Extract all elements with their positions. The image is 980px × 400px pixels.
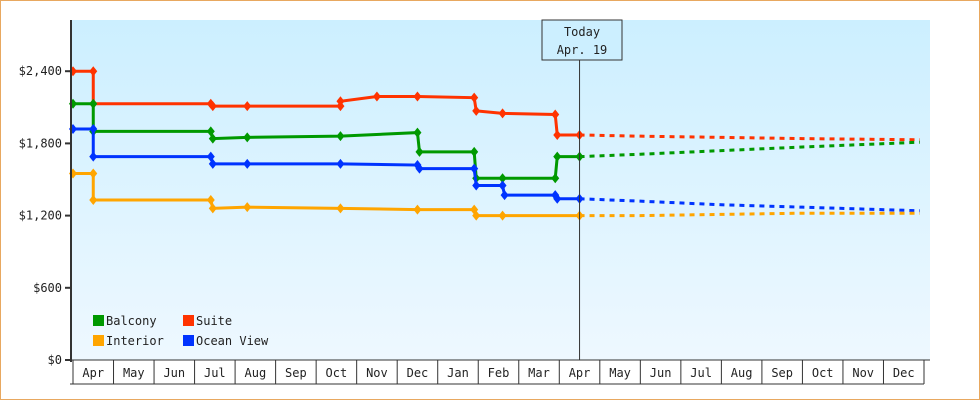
month-label: May	[609, 366, 631, 380]
legend-label: Suite	[196, 314, 232, 328]
y-tick-label: $0	[48, 353, 62, 367]
forecast-line	[579, 211, 920, 218]
data-point-marker	[498, 210, 507, 221]
legend-label: Balcony	[106, 314, 157, 328]
data-point-marker	[413, 127, 422, 138]
month-label: Nov	[366, 366, 388, 380]
data-point-marker	[89, 66, 98, 77]
forecast-line	[579, 197, 920, 213]
data-point-marker	[243, 132, 252, 143]
data-point-marker	[470, 146, 479, 157]
forecast-line	[579, 140, 921, 159]
data-point-marker	[372, 91, 381, 102]
y-tick-label: $1,800	[19, 136, 62, 150]
data-point-marker	[206, 194, 215, 205]
price-line	[73, 69, 580, 137]
legend-swatch	[183, 335, 194, 346]
data-point-marker	[89, 168, 98, 179]
data-point-marker	[498, 108, 507, 119]
month-label: Jun	[650, 366, 672, 380]
data-point-marker	[89, 98, 98, 109]
today-label: Today	[564, 25, 600, 39]
month-label: Apr	[569, 366, 591, 380]
month-label: Feb	[488, 366, 510, 380]
data-point-marker	[336, 131, 345, 142]
month-label: May	[123, 366, 145, 380]
legend-swatch	[93, 315, 104, 326]
data-point-marker	[336, 203, 345, 214]
month-label: Jul	[204, 366, 226, 380]
y-tick-label: $600	[33, 281, 62, 295]
legend-swatch	[183, 315, 194, 326]
legend-label: Interior	[106, 334, 164, 348]
data-point-marker	[89, 194, 98, 205]
month-label: Dec	[893, 366, 915, 380]
month-label: Jul	[690, 366, 712, 380]
data-point-marker	[472, 210, 481, 221]
plot-area	[72, 20, 930, 360]
y-tick-label: $2,400	[19, 64, 62, 78]
today-label-box	[541, 19, 623, 61]
data-point-marker	[208, 133, 217, 144]
data-point-marker	[553, 151, 562, 162]
month-label: Aug	[731, 366, 753, 380]
month-label: Aug	[245, 366, 267, 380]
data-point-marker	[498, 180, 507, 191]
data-point-marker	[470, 92, 479, 103]
month-label: Dec	[407, 366, 429, 380]
y-tick-label: $1,200	[19, 209, 62, 223]
data-point-marker	[413, 204, 422, 215]
data-point-marker	[89, 151, 98, 162]
data-point-marker	[472, 180, 481, 191]
month-label: Sep	[285, 366, 307, 380]
data-point-marker	[498, 173, 507, 184]
data-point-marker	[472, 105, 481, 116]
data-point-marker	[551, 109, 560, 120]
legend: Balcony Suite Interior Ocean View	[93, 314, 269, 348]
month-label: Oct	[812, 366, 834, 380]
month-label: Jan	[447, 366, 469, 380]
data-point-marker	[208, 203, 217, 214]
data-point-marker	[553, 193, 562, 204]
data-point-marker	[551, 173, 560, 184]
series-ocean-view	[69, 123, 920, 213]
month-label: Jun	[163, 366, 185, 380]
month-label: Oct	[326, 366, 348, 380]
data-point-marker	[243, 158, 252, 169]
data-point-marker	[413, 91, 422, 102]
data-point-marker	[415, 146, 424, 157]
data-point-marker	[470, 163, 479, 174]
data-point-marker	[208, 158, 217, 169]
month-label: Apr	[82, 366, 104, 380]
data-point-marker	[336, 96, 345, 107]
data-point-marker	[243, 101, 252, 112]
month-label: Mar	[528, 366, 550, 380]
series-suite	[69, 66, 920, 142]
month-label: Nov	[852, 366, 874, 380]
series-interior	[69, 168, 920, 221]
month-label: Sep	[771, 366, 793, 380]
data-point-marker	[553, 129, 562, 140]
data-point-marker	[89, 123, 98, 134]
data-point-marker	[243, 202, 252, 213]
legend-swatch	[93, 335, 104, 346]
today-marker: Today Apr. 19	[541, 19, 623, 360]
legend-label: Ocean View	[196, 334, 269, 348]
data-point-marker	[500, 190, 509, 201]
data-point-marker	[208, 101, 217, 112]
forecast-line	[579, 133, 920, 142]
data-point-marker	[415, 163, 424, 174]
data-point-marker	[336, 158, 345, 169]
today-date: Apr. 19	[557, 43, 608, 57]
